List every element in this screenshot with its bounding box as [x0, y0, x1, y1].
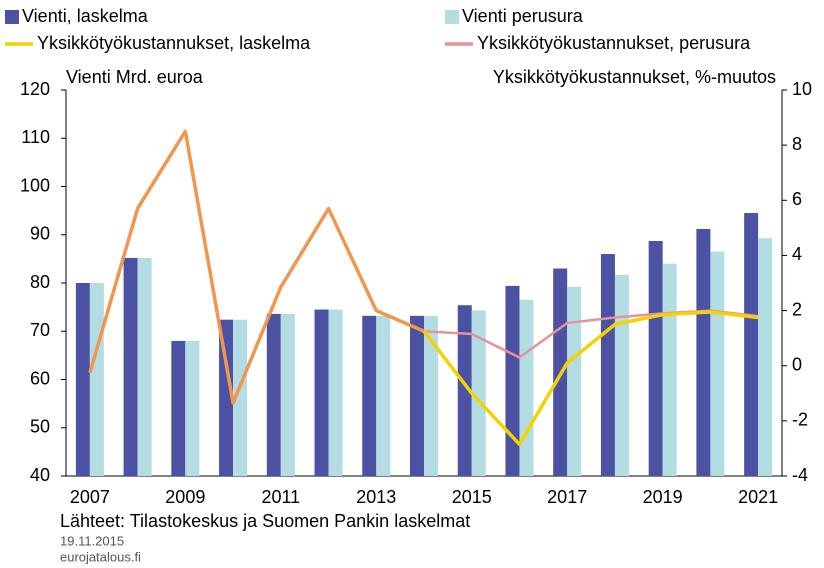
x-tick-label: 2009 — [165, 487, 205, 507]
bar — [89, 283, 104, 476]
bar — [75, 283, 90, 476]
line — [88, 129, 425, 405]
bar — [567, 286, 582, 476]
bar — [648, 241, 663, 476]
y-tick-label: 110 — [21, 127, 50, 147]
y-tick-label: 60 — [30, 368, 50, 388]
bar — [614, 274, 629, 476]
bar — [662, 263, 677, 476]
legend-label: Yksikkötyökustannukset, perusura — [477, 33, 751, 53]
x-tick-label: 2017 — [547, 487, 587, 507]
bar — [219, 319, 234, 476]
y2-tick-label: 10 — [792, 79, 812, 99]
x-tick-label: 2013 — [356, 487, 396, 507]
y-tick-label: 100 — [20, 175, 50, 195]
y2-axis-title: Yksikkötyökustannukset, %-muutos — [493, 67, 776, 87]
date: 19.11.2015 — [60, 533, 124, 548]
legend-swatch — [445, 10, 459, 24]
y2-tick-label: -4 — [792, 465, 808, 485]
bar — [185, 340, 200, 476]
bar — [376, 315, 391, 476]
bar — [696, 228, 711, 476]
legend-swatch — [5, 10, 19, 24]
bar — [280, 313, 295, 476]
bar — [758, 238, 773, 476]
site: eurojatalous.fi — [60, 549, 141, 564]
y-axis-title: Vienti Mrd. euroa — [66, 67, 204, 87]
y-tick-label: 90 — [30, 224, 50, 244]
bar — [410, 315, 424, 476]
bar — [744, 213, 759, 476]
x-tick-label: 2019 — [643, 487, 683, 507]
y-tick-label: 120 — [20, 79, 50, 99]
bar — [471, 310, 486, 476]
legend-label: Vienti perusura — [462, 6, 584, 26]
bar — [171, 340, 186, 476]
x-tick-label: 2011 — [261, 487, 300, 507]
bar — [328, 309, 343, 476]
bar — [710, 251, 725, 476]
bar — [314, 309, 329, 476]
legend-label: Vienti, laskelma — [22, 6, 149, 26]
x-tick-label: 2015 — [452, 487, 492, 507]
legend-label: Yksikkötyökustannukset, laskelma — [37, 33, 311, 53]
bar — [424, 315, 438, 476]
y2-tick-label: 2 — [792, 299, 802, 319]
y2-tick-label: 8 — [792, 134, 802, 154]
bar — [457, 305, 472, 476]
bar — [123, 257, 138, 476]
bar — [266, 313, 281, 476]
y2-tick-label: 0 — [792, 354, 802, 374]
bar — [137, 257, 152, 476]
y-tick-label: 80 — [30, 272, 50, 292]
line — [422, 310, 759, 447]
bar — [505, 285, 520, 476]
y-tick-label: 70 — [30, 320, 50, 340]
y2-tick-label: 4 — [792, 244, 802, 264]
source: Lähteet: Tilastokeskus ja Suomen Pankin … — [60, 511, 470, 531]
bar — [519, 299, 534, 476]
x-tick-label: 2007 — [70, 487, 110, 507]
x-tick-label: 2021 — [738, 487, 778, 507]
y-tick-label: 50 — [30, 417, 50, 437]
bar — [233, 319, 248, 476]
y2-tick-label: -2 — [792, 410, 808, 430]
bar — [600, 254, 615, 476]
y2-tick-label: 6 — [792, 189, 802, 209]
y-tick-label: 40 — [30, 465, 50, 485]
bar — [362, 315, 377, 476]
